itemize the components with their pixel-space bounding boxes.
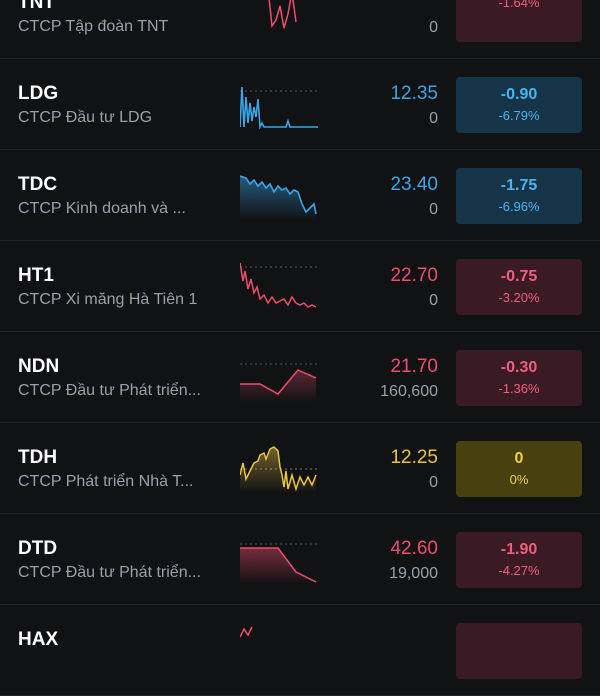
stock-volume: 0 — [429, 292, 438, 309]
stock-row-ndn[interactable]: NDN CTCP Đầu tư Phát triển... 21.70 160,… — [0, 332, 600, 423]
stock-symbol: TNT — [18, 0, 55, 13]
change-percent: -4.27% — [498, 563, 540, 578]
stock-symbol: TDC — [18, 174, 58, 195]
change-percent: -3.20% — [498, 290, 540, 305]
change-badge[interactable]: -0.75 -3.20% — [456, 259, 582, 315]
change-value: -1.75 — [500, 177, 538, 194]
change-badge[interactable]: 0 0% — [456, 441, 582, 497]
stock-row-dtd[interactable]: DTD CTCP Đầu tư Phát triển... 42.60 19,0… — [0, 514, 600, 605]
stock-symbol: HAX — [18, 629, 59, 650]
stock-company-name: CTCP Tập đoàn TNT — [18, 18, 169, 35]
stock-row-tdc[interactable]: TDC CTCP Kinh doanh và ... 23.40 0 -1.75… — [0, 150, 600, 241]
sparkline — [240, 626, 253, 638]
stock-volume: 0 — [429, 474, 438, 491]
change-value: 0 — [514, 450, 524, 467]
stock-symbol: LDG — [18, 83, 59, 104]
stock-price: 12.35 — [390, 83, 438, 104]
change-percent: -6.79% — [498, 108, 540, 123]
change-badge[interactable]: -0.30 -1.36% — [456, 350, 582, 406]
change-percent: -1.36% — [498, 381, 540, 396]
stock-volume: 0 — [429, 19, 438, 36]
stock-row-tnt[interactable]: TNT CTCP Tập đoàn TNT 0 -1.64% — [0, 0, 600, 59]
stock-price: 21.70 — [390, 356, 438, 377]
stock-volume: 19,000 — [389, 565, 438, 582]
stock-volume: 0 — [429, 201, 438, 218]
change-badge[interactable] — [456, 623, 582, 679]
stock-company-name: CTCP Xi măng Hà Tiên 1 — [18, 291, 198, 308]
sparkline — [240, 262, 318, 308]
stock-symbol: HT1 — [18, 265, 54, 286]
change-value: -0.30 — [500, 359, 538, 376]
change-percent: -1.64% — [498, 0, 540, 10]
sparkline — [240, 175, 317, 220]
stock-company-name: CTCP Phát triển Nhà T... — [18, 473, 194, 490]
change-badge[interactable]: -1.64% — [456, 0, 582, 42]
change-value: -0.75 — [500, 268, 538, 285]
change-value: -1.90 — [500, 541, 538, 558]
stock-price: 12.25 — [390, 447, 438, 468]
change-percent: 0% — [509, 472, 529, 487]
stock-company-name: CTCP Đầu tư LDG — [18, 109, 153, 126]
stock-company-name: CTCP Kinh doanh và ... — [18, 200, 186, 217]
stock-row-tdh[interactable]: TDH CTCP Phát triển Nhà T... 12.25 0 0 0… — [0, 423, 600, 514]
stock-symbol: TDH — [18, 447, 58, 468]
stock-company-name: CTCP Đầu tư Phát triển... — [18, 564, 201, 581]
change-percent: -6.96% — [498, 199, 540, 214]
sparkline — [240, 86, 318, 129]
stock-price: 23.40 — [390, 174, 438, 195]
stock-volume: 160,600 — [380, 383, 438, 400]
stock-row-hax[interactable]: HAX — [0, 605, 600, 696]
change-badge[interactable]: -1.90 -4.27% — [456, 532, 582, 588]
stock-row-ht1[interactable]: HT1 CTCP Xi măng Hà Tiên 1 22.70 0 -0.75… — [0, 241, 600, 332]
stock-row-ldg[interactable]: LDG CTCP Đầu tư LDG 12.35 0 -0.90 -6.79% — [0, 59, 600, 150]
change-badge[interactable]: -0.90 -6.79% — [456, 77, 582, 133]
sparkline — [240, 446, 318, 493]
stock-company-name: CTCP Đầu tư Phát triển... — [18, 382, 201, 399]
stock-price: 22.70 — [390, 265, 438, 286]
stock-symbol: DTD — [18, 538, 58, 559]
sparkline — [240, 363, 318, 402]
change-badge[interactable]: -1.75 -6.96% — [456, 168, 582, 224]
sparkline — [268, 0, 297, 29]
stock-symbol: NDN — [18, 356, 60, 377]
stock-price: 42.60 — [390, 538, 438, 559]
sparkline — [240, 543, 318, 584]
change-value: -0.90 — [500, 86, 538, 103]
stock-volume: 0 — [429, 110, 438, 127]
